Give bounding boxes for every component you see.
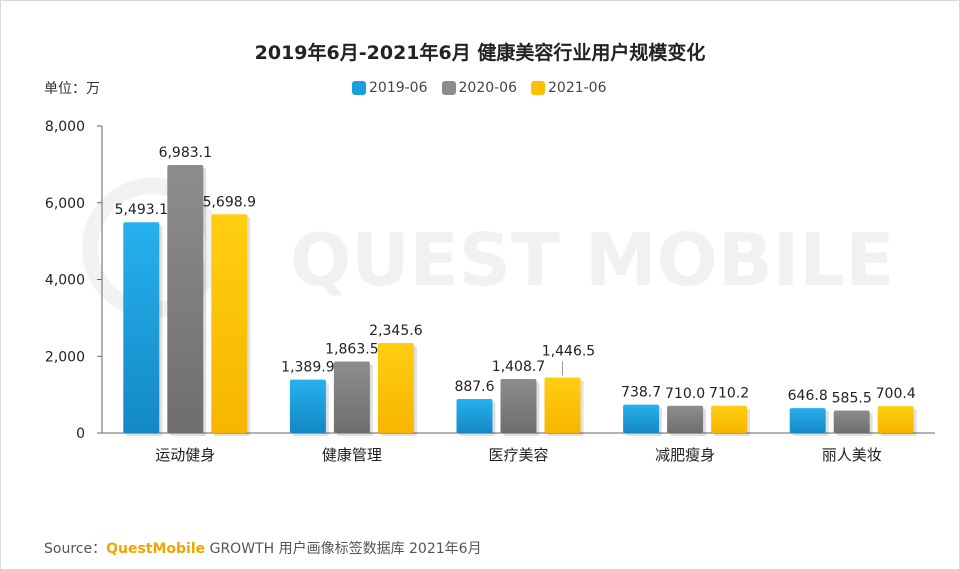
x-tick-label: 减肥瘦身 — [655, 446, 715, 464]
data-label: 1,446.5 — [542, 343, 595, 359]
data-label: 738.7 — [621, 385, 661, 401]
bar-2019-06-0 — [123, 222, 160, 433]
source-rest: GROWTH 用户画像标签数据库 2021年6月 — [209, 541, 482, 557]
legend-label-2021: 2021-06 — [548, 80, 607, 96]
legend-item-2020: 2020-06 — [441, 80, 518, 96]
bar-2020-06-1 — [333, 361, 370, 433]
legend-item-2019: 2019-06 — [352, 80, 428, 96]
y-tick-label: 2,000 — [45, 349, 85, 365]
bar-2019-06-1 — [289, 379, 326, 433]
x-tick-label: 医疗美容 — [488, 446, 548, 464]
x-tick-label: 健康管理 — [322, 446, 382, 464]
data-label: 887.6 — [454, 379, 494, 395]
data-label: 1,408.7 — [492, 359, 545, 375]
source-prefix: Source： — [44, 541, 107, 557]
unit-label: 单位：万 — [44, 81, 100, 97]
bar-2021-06-2 — [544, 377, 581, 433]
x-tick-label: 丽人美妆 — [822, 446, 882, 464]
data-label: 700.4 — [876, 386, 916, 402]
data-label: 710.0 — [665, 386, 705, 402]
data-label: 710.2 — [709, 386, 749, 402]
bar-2021-06-0 — [211, 214, 248, 433]
legend-swatch-2020 — [441, 81, 456, 95]
legend-swatch-2021 — [531, 81, 545, 95]
bar-2019-06-2 — [456, 398, 493, 433]
data-label: 585.5 — [832, 391, 872, 407]
data-label: 5,493.1 — [115, 202, 168, 218]
data-label: 1,863.5 — [325, 341, 378, 357]
watermark: QUEST MOBILE — [82, 178, 894, 318]
x-tick-label: 运动健身 — [155, 446, 215, 464]
bar-2020-06-2 — [500, 378, 537, 433]
legend-swatch-2019 — [352, 81, 366, 95]
y-tick-label: 4,000 — [45, 273, 85, 289]
chart-title: 2019年6月-2021年6月 健康美容行业用户规模变化 — [254, 42, 706, 64]
source-brand: QuestMobile — [106, 541, 206, 557]
bar-2021-06-1 — [377, 342, 414, 433]
legend-item-2021: 2021-06 — [531, 80, 607, 96]
bar-2019-06-3 — [623, 404, 660, 433]
y-tick-label: 0 — [76, 426, 85, 442]
bar-2021-06-4 — [877, 406, 914, 433]
legend: 2019-06 2020-06 2021-06 — [352, 80, 607, 96]
bar-2020-06-0 — [167, 165, 204, 433]
data-label: 646.8 — [788, 388, 828, 404]
data-label: 1,389.9 — [281, 360, 334, 376]
bar-2020-06-3 — [667, 405, 704, 433]
data-label: 5,698.9 — [203, 194, 256, 210]
data-label: 2,345.6 — [369, 323, 423, 339]
legend-label-2020: 2020-06 — [458, 80, 518, 96]
bar-2021-06-3 — [711, 405, 748, 433]
bar-2019-06-4 — [789, 408, 826, 433]
data-label: 6,983.1 — [159, 145, 212, 161]
y-tick-label: 8,000 — [45, 119, 85, 135]
y-tick-label: 6,000 — [45, 196, 85, 212]
legend-label-2019: 2019-06 — [369, 80, 428, 96]
watermark-text: QUEST MOBILE — [290, 218, 894, 302]
bar-2020-06-4 — [833, 410, 870, 433]
source-note: Source：QuestMobile GROWTH 用户画像标签数据库 2021… — [44, 538, 482, 558]
